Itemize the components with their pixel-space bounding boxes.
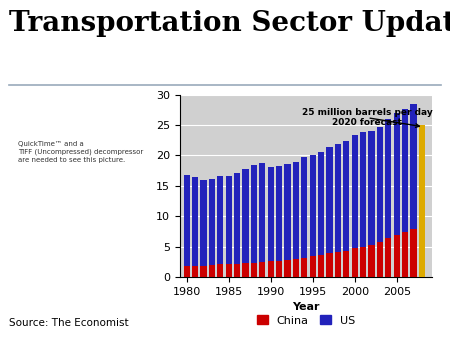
Bar — [343, 251, 350, 277]
Bar — [402, 109, 408, 232]
Bar — [385, 119, 392, 238]
Text: 25 million barrels per day
2020 forecast: 25 million barrels per day 2020 forecast — [302, 108, 433, 127]
Bar — [243, 263, 249, 277]
Bar — [225, 264, 232, 277]
Text: Transportation Sector Update: Transportation Sector Update — [9, 10, 450, 37]
Bar — [293, 259, 299, 277]
Bar — [301, 157, 307, 258]
Bar — [259, 163, 266, 262]
Bar — [419, 125, 425, 277]
Bar — [209, 178, 215, 265]
Bar — [234, 264, 240, 277]
Bar — [293, 162, 299, 259]
Bar — [268, 167, 274, 261]
Bar — [217, 264, 224, 277]
Bar — [394, 113, 400, 235]
Bar — [410, 104, 417, 229]
Bar — [209, 265, 215, 277]
Bar — [335, 252, 341, 277]
Bar — [225, 176, 232, 264]
Bar — [268, 261, 274, 277]
Bar — [351, 248, 358, 277]
Bar — [192, 266, 198, 277]
Bar — [259, 262, 266, 277]
Bar — [284, 260, 291, 277]
Bar — [184, 175, 190, 266]
Bar — [377, 127, 383, 242]
Bar — [385, 238, 392, 277]
Text: Source: The Economist: Source: The Economist — [9, 318, 129, 328]
Bar — [234, 172, 240, 264]
Bar — [251, 263, 257, 277]
Bar — [243, 169, 249, 263]
Bar — [394, 235, 400, 277]
Bar — [410, 229, 417, 277]
Bar — [326, 254, 333, 277]
Bar — [369, 245, 375, 277]
Bar — [377, 242, 383, 277]
Bar — [276, 166, 282, 261]
Bar — [276, 261, 282, 277]
Bar — [200, 266, 207, 277]
Bar — [310, 257, 316, 277]
Bar — [301, 258, 307, 277]
Bar — [402, 232, 408, 277]
Bar — [251, 165, 257, 263]
Bar — [369, 130, 375, 245]
X-axis label: Year: Year — [292, 303, 320, 312]
Bar — [284, 164, 291, 260]
Bar — [318, 255, 324, 277]
Legend: China, US: China, US — [252, 311, 360, 330]
Text: QuickTime™ and a
TIFF (Uncompressed) decompressor
are needed to see this picture: QuickTime™ and a TIFF (Uncompressed) dec… — [18, 141, 143, 163]
Bar — [318, 152, 324, 255]
Bar — [192, 177, 198, 266]
Bar — [360, 247, 366, 277]
Bar — [343, 142, 350, 251]
Bar — [360, 132, 366, 247]
Bar — [184, 266, 190, 277]
Bar — [335, 144, 341, 252]
Bar — [200, 180, 207, 266]
Bar — [326, 147, 333, 254]
Bar — [351, 136, 358, 248]
Bar — [310, 155, 316, 257]
Bar — [217, 176, 224, 264]
